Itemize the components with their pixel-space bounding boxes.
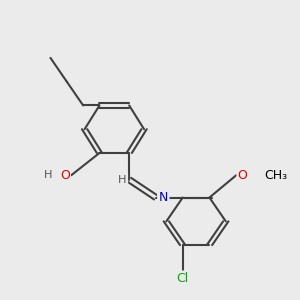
Text: N: N (158, 191, 168, 204)
Text: N: N (159, 191, 168, 204)
Text: O: O (238, 169, 248, 182)
Text: H: H (44, 170, 52, 180)
Text: H: H (118, 175, 126, 185)
Text: H: H (117, 173, 127, 186)
Text: O: O (60, 169, 70, 182)
Text: O: O (60, 169, 70, 182)
Text: CH₃: CH₃ (264, 169, 288, 182)
Text: Cl: Cl (177, 272, 189, 285)
